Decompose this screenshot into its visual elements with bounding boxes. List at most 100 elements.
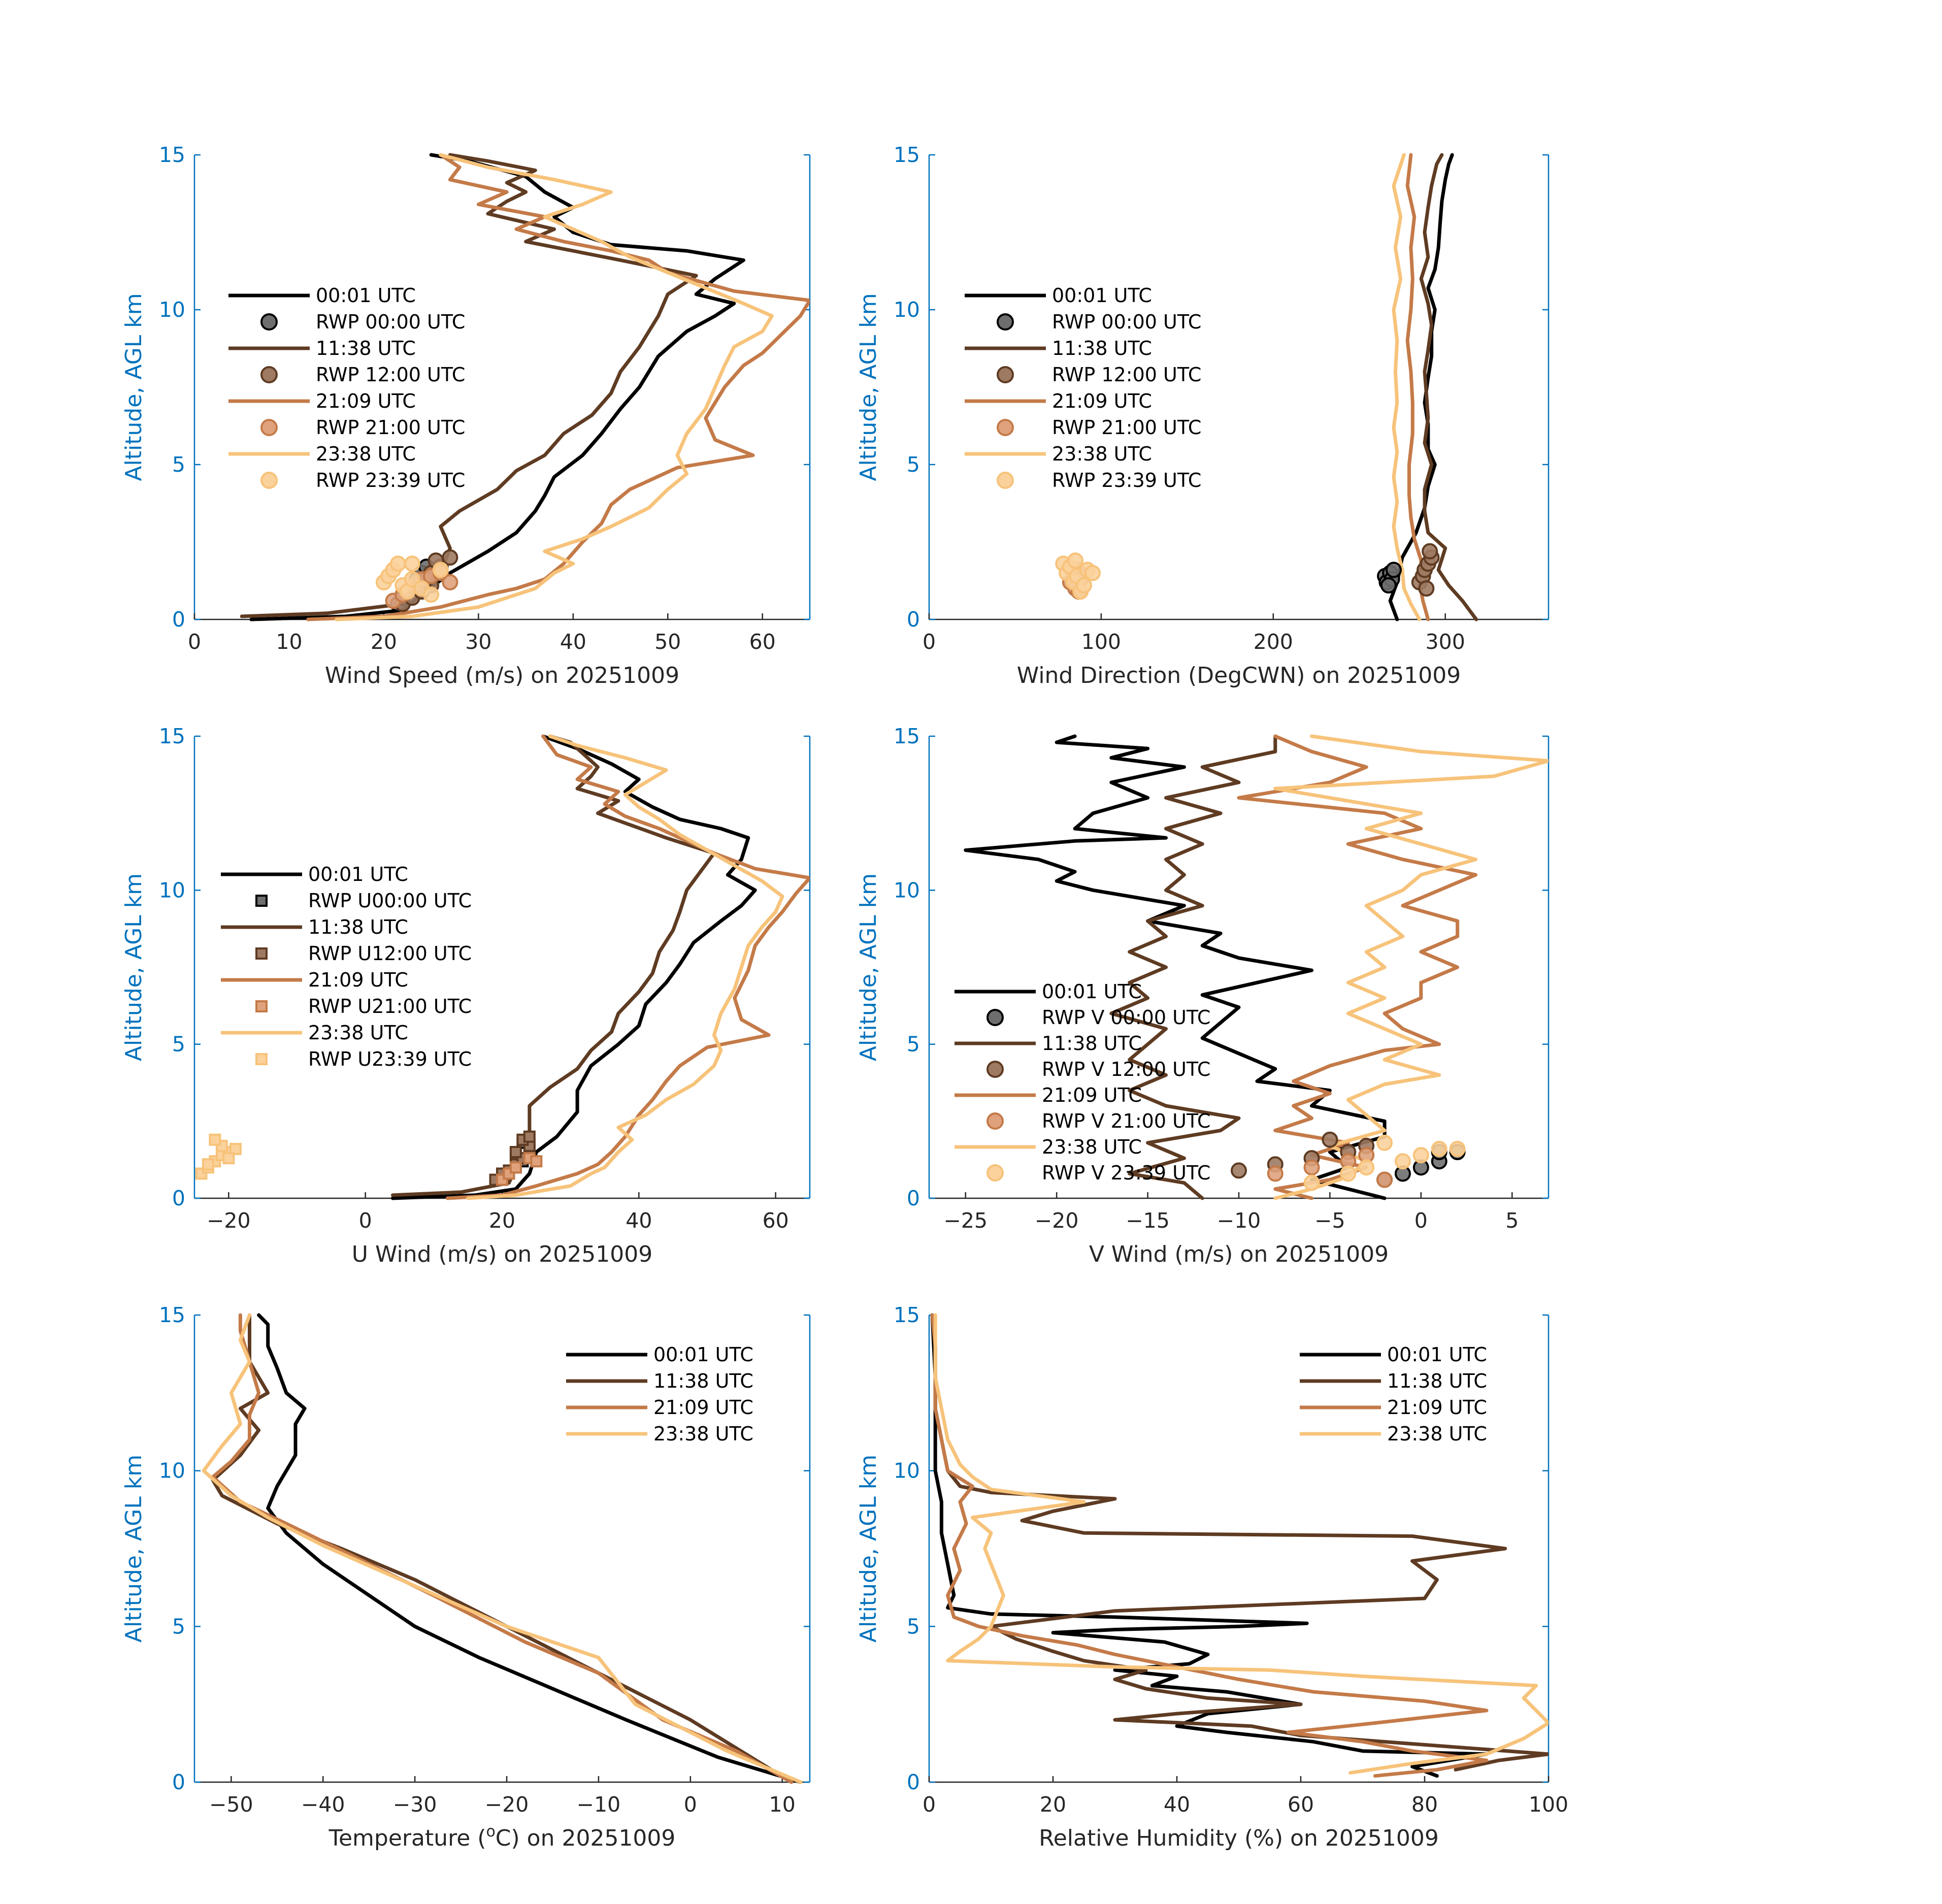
rwp-point	[222, 1152, 235, 1165]
legend-item-11-38-utc: 11:38 UTC	[954, 1032, 1142, 1055]
rwp-point	[423, 586, 440, 603]
y-tick-label: 10	[159, 878, 185, 902]
series-line-11-38-utc	[930, 1313, 1549, 1771]
legend-item-rwp-12-00-utc: RWP 12:00 UTC	[260, 364, 465, 386]
legend-item-23-38-utc: 23:38 UTC	[566, 1423, 753, 1445]
legend-label: 00:01 UTC	[653, 1343, 753, 1366]
rwp-point	[1303, 1174, 1320, 1191]
x-tick-label: 300	[1426, 630, 1465, 654]
legend-label: RWP 00:00 UTC	[1052, 311, 1201, 333]
legend-item-rwp-u00-00-utc: RWP U00:00 UTC	[255, 890, 472, 912]
x-axis-label: Temperature (oC) on 20251009	[328, 1823, 676, 1851]
series-line-21-09-utc	[930, 1313, 1489, 1778]
legend-item-21-09-utc: 21:09 UTC	[221, 969, 408, 991]
legend-item-23-38-utc: 23:38 UTC	[221, 1022, 408, 1044]
x-tick-label: −15	[1126, 1208, 1170, 1233]
rwp-point	[229, 1142, 242, 1155]
legend-item-21-09-utc: 21:09 UTC	[228, 390, 416, 412]
x-tick-label: 80	[1411, 1792, 1438, 1817]
series-line-23-38-utc	[335, 153, 774, 621]
y-tick-label: 10	[159, 298, 185, 322]
x-tick-label: 10	[769, 1792, 796, 1817]
series-line-23-38-utc	[933, 1313, 1549, 1775]
y-tick-label: 15	[894, 724, 920, 748]
x-tick-label: 20	[489, 1208, 515, 1233]
legend-label: RWP V 21:00 UTC	[1042, 1110, 1210, 1132]
legend-label: 23:38 UTC	[308, 1022, 408, 1044]
y-tick-label: 15	[159, 1303, 185, 1327]
y-tick-label: 15	[159, 724, 185, 748]
legend-item-21-09-utc: 21:09 UTC	[566, 1396, 753, 1419]
y-axis-label: Altitude, AGL km	[121, 293, 147, 481]
x-tick-label: 20	[1040, 1792, 1066, 1817]
rwp-point	[1449, 1140, 1466, 1157]
x-tick-label: −10	[577, 1792, 621, 1817]
chart-rh: 0 5 10 15 0 20 40 60 80 100 Relative Humidity (%) …	[855, 1303, 1568, 1851]
chart-t: 0 5 10 15 −50 −40 −30 −20 −10 0 10 Temperature (oC)…	[121, 1303, 811, 1851]
rwp-point	[404, 571, 420, 587]
legend-label: 00:01 UTC	[1387, 1343, 1487, 1366]
legend-item-rwp-v-12-00-utc: RWP V 12:00 UTC	[986, 1058, 1210, 1080]
series-line-23-38-utc	[1273, 734, 1549, 1200]
x-tick-label: 40	[1164, 1792, 1190, 1817]
x-axis-label: U Wind (m/s) on 20251009	[352, 1241, 652, 1267]
x-tick-label: −50	[209, 1792, 253, 1817]
legend-label: 11:38 UTC	[316, 337, 416, 359]
x-tick-label: 0	[359, 1208, 372, 1233]
legend-item-11-38-utc: 11:38 UTC	[228, 337, 416, 359]
series-line-21-09-utc	[445, 734, 810, 1200]
rwp-point	[1394, 1153, 1411, 1170]
legend-item-rwp-12-00-utc: RWP 12:00 UTC	[997, 364, 1201, 386]
legend-item-rwp-u21-00-utc: RWP U21:00 UTC	[255, 995, 472, 1017]
y-tick-label: 0	[907, 1770, 920, 1794]
x-tick-label: 100	[1529, 1792, 1568, 1817]
y-tick-label: 0	[907, 607, 920, 632]
legend-marker-swatch	[986, 1009, 1004, 1026]
x-axis-label: Wind Direction (DegCWN) on 20251009	[1017, 663, 1461, 688]
y-tick-label: 5	[172, 1032, 185, 1057]
y-axis-label: Altitude, AGL km	[121, 1455, 147, 1643]
rwp-point	[1076, 577, 1092, 594]
series-line-23-38-utc	[466, 734, 784, 1200]
legend-item-00-01-utc: 00:01 UTC	[228, 284, 416, 307]
x-tick-label: 20	[371, 630, 397, 654]
x-tick-label: 50	[654, 630, 681, 654]
x-tick-label: −20	[1035, 1208, 1079, 1233]
x-tick-label: 10	[276, 630, 302, 654]
legend-label: 21:09 UTC	[653, 1396, 753, 1419]
legend-label: 00:01 UTC	[316, 284, 416, 307]
legend-label: RWP 21:00 UTC	[316, 416, 465, 439]
legend-label: RWP U23:39 UTC	[308, 1048, 472, 1070]
series-line-00-01-utc	[964, 734, 1387, 1200]
legend-marker-swatch	[986, 1061, 1004, 1078]
legend-label: 00:01 UTC	[1052, 284, 1152, 307]
legend-item-21-09-utc: 21:09 UTC	[954, 1084, 1142, 1106]
legend-marker-swatch	[255, 1053, 268, 1065]
legend-marker-swatch	[255, 1000, 268, 1012]
legend-marker-swatch	[986, 1164, 1004, 1181]
y-tick-label: 10	[894, 298, 920, 322]
series-line-00-01-utc	[1388, 153, 1454, 621]
legend-item-23-38-utc: 23:38 UTC	[954, 1136, 1142, 1158]
plot-area	[195, 734, 810, 1200]
y-tick-label: 5	[907, 452, 920, 477]
x-tick-label: 5	[1505, 1208, 1519, 1233]
x-axis-label: V Wind (m/s) on 20251009	[1089, 1241, 1389, 1267]
legend-item-11-38-utc: 11:38 UTC	[965, 337, 1152, 359]
legend-label: RWP U21:00 UTC	[308, 995, 472, 1017]
rwp-point	[1322, 1131, 1338, 1148]
legend-label: RWP V 12:00 UTC	[1042, 1058, 1210, 1080]
legend-item-21-09-utc: 21:09 UTC	[1300, 1396, 1487, 1419]
legend-item-rwp-21-00-utc: RWP 21:00 UTC	[997, 416, 1201, 439]
legend-label: 23:38 UTC	[1387, 1423, 1487, 1445]
legend-marker-swatch	[986, 1112, 1004, 1130]
chart-v: 0 5 10 15 −25 −20 −15 −10 −5 0 5 V Wind (m/s) on 20…	[855, 724, 1550, 1267]
legend-marker-swatch	[260, 313, 278, 331]
rwp-point	[404, 555, 420, 572]
legend-label: 11:38 UTC	[653, 1370, 753, 1392]
x-tick-label: −10	[1217, 1208, 1261, 1233]
chart-wd: 0 5 10 15 0 100 200 300 Wind Direction (DegCWN) …	[855, 143, 1550, 688]
x-tick-label: 0	[1414, 1208, 1428, 1233]
legend-label: 11:38 UTC	[1042, 1032, 1142, 1055]
x-tick-label: −20	[485, 1792, 529, 1817]
